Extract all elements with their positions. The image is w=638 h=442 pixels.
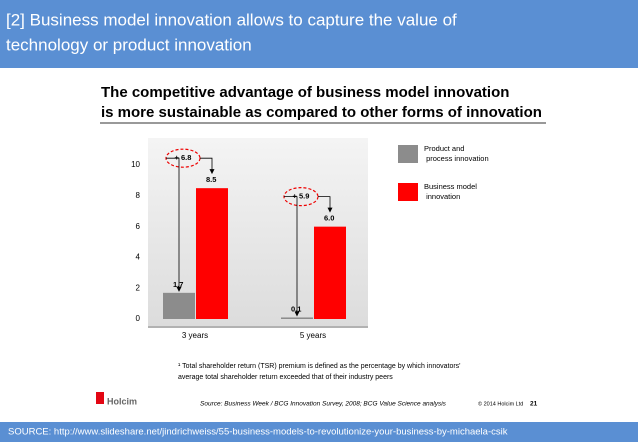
y-tick-label: 10 (131, 160, 140, 169)
annotation-arrow (284, 196, 298, 315)
y-tick-label: 0 (136, 314, 141, 323)
arrow-head (176, 286, 182, 292)
annotation-arrow (318, 196, 331, 211)
header-title: [2] Business model innovation allows to … (6, 10, 457, 29)
y-tick-label: 2 (136, 283, 141, 292)
value-label: 6.0 (324, 214, 334, 223)
logo-mark (96, 392, 104, 404)
logo: Holcim (107, 396, 137, 406)
legend-label: Product and process innovation (424, 144, 489, 163)
bar (196, 188, 228, 319)
annotation: + 6.8 (175, 153, 192, 162)
x-tick-label: 3 years (182, 331, 208, 340)
bar (314, 226, 346, 319)
slide-title: is more sustainable as compared to other… (101, 104, 542, 121)
annotation: + 5.9 (293, 192, 310, 201)
footer-source: SOURCE: http://www.slideshare.net/jindri… (8, 427, 508, 438)
legend-swatch (398, 145, 418, 163)
y-tick-label: 8 (136, 191, 141, 200)
value-label: 0.1 (291, 304, 301, 313)
y-tick-label: 4 (136, 253, 141, 262)
copyright: © 2014 Holcim Ltd (478, 400, 523, 407)
value-label: 8.5 (206, 175, 216, 184)
arrow-head (209, 169, 215, 175)
arrow-head (327, 207, 333, 213)
bar (281, 317, 313, 319)
slide-source: Source: Business Week / BCG Innovation S… (200, 401, 447, 408)
value-label: 1.7 (173, 280, 183, 289)
slide-title: The competitive advantage of business mo… (101, 84, 509, 101)
y-tick-label: 6 (136, 222, 141, 231)
header-band (0, 0, 638, 68)
bar (163, 292, 195, 319)
arrow-head (294, 311, 300, 317)
legend-label: Business model innovation (424, 182, 477, 201)
annotation-arrow (200, 157, 213, 173)
footer-band (0, 422, 638, 442)
footnote: average total shareholder return exceede… (178, 374, 393, 381)
legend-swatch (398, 183, 418, 201)
header-title: technology or product innovation (6, 35, 252, 54)
footnote: ¹ Total shareholder return (TSR) premium… (178, 363, 461, 370)
page-number: 21 (530, 401, 538, 408)
annotation-arrow (166, 157, 180, 290)
x-tick-label: 5 years (300, 331, 326, 340)
